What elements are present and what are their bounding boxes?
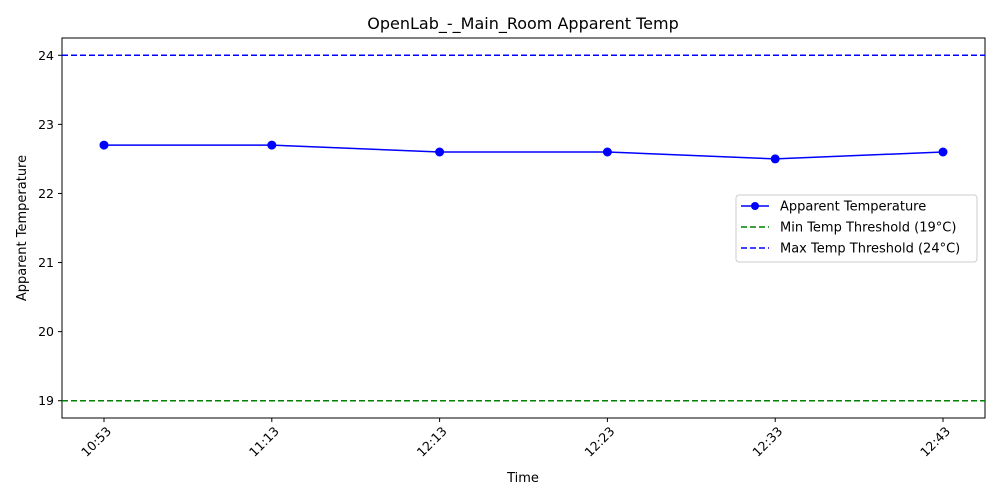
series-line bbox=[104, 144, 944, 160]
data-point bbox=[938, 147, 948, 157]
data-point bbox=[267, 140, 277, 150]
legend-swatch-marker bbox=[751, 202, 759, 210]
chart-title: OpenLab_-_Main_Room Apparent Temp bbox=[367, 14, 679, 34]
x-tick-label: 12:33 bbox=[749, 424, 785, 460]
x-tick-label: 12:43 bbox=[917, 424, 953, 460]
x-tick-label: 11:13 bbox=[246, 424, 282, 460]
legend-entry-label: Apparent Temperature bbox=[780, 200, 926, 215]
x-tick-label: 12:23 bbox=[581, 424, 617, 460]
y-tick-label: 19 bbox=[38, 393, 54, 408]
data-point bbox=[99, 140, 109, 150]
legend: Apparent Temperature Min Temp Threshold (… bbox=[735, 194, 978, 263]
y-tick-label: 22 bbox=[38, 186, 54, 201]
data-point bbox=[602, 147, 612, 157]
legend-box bbox=[735, 194, 978, 263]
legend-entry-label: Max Temp Threshold (24°C) bbox=[780, 242, 960, 257]
y-tick-label: 23 bbox=[38, 117, 54, 132]
data-point bbox=[770, 154, 780, 164]
y-tick-label: 24 bbox=[38, 48, 54, 63]
x-axis-label: Time bbox=[506, 471, 539, 486]
axes-frame bbox=[61, 37, 986, 419]
x-tick-label: 12:13 bbox=[414, 424, 450, 460]
y-axis-label: Apparent Temperature bbox=[15, 155, 30, 301]
data-point bbox=[435, 147, 445, 157]
x-tick-label: 10:53 bbox=[78, 424, 114, 460]
legend-entry-label: Min Temp Threshold (19°C) bbox=[780, 221, 956, 236]
y-tick-label: 20 bbox=[38, 324, 54, 339]
y-tick-label: 21 bbox=[38, 255, 54, 270]
